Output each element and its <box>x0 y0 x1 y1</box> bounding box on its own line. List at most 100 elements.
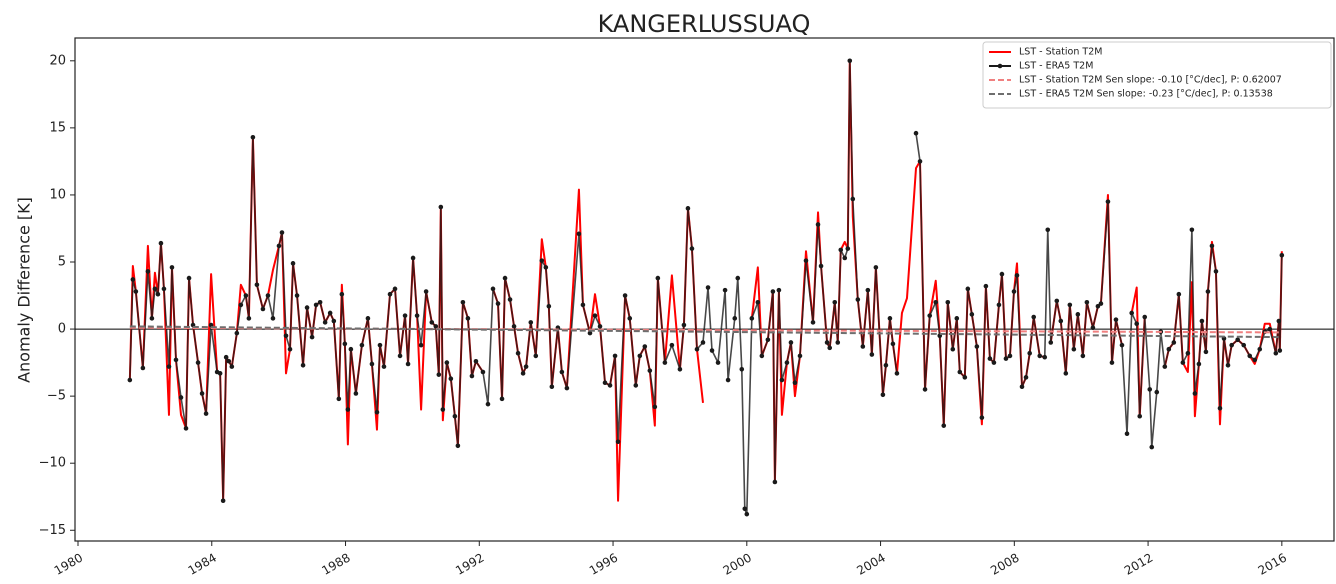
marker <box>941 423 947 428</box>
marker <box>933 299 939 305</box>
marker <box>523 364 529 369</box>
marker <box>647 368 653 373</box>
marker <box>418 342 424 348</box>
marker <box>438 204 444 210</box>
marker <box>369 361 375 367</box>
marker <box>440 407 446 412</box>
marker <box>709 348 715 353</box>
marker <box>1235 337 1240 343</box>
marker <box>587 330 593 336</box>
marker <box>1142 314 1148 320</box>
marker <box>317 299 323 305</box>
legend-label: LST - ERA5 T2M Sen slope: -0.23 [°C/dec]… <box>1019 89 1273 100</box>
marker <box>528 320 534 325</box>
marker <box>331 318 337 324</box>
marker <box>327 310 333 316</box>
marker <box>979 415 985 420</box>
marker <box>865 287 871 293</box>
marker <box>1217 405 1223 411</box>
marker <box>1063 371 1069 376</box>
marker <box>927 313 933 318</box>
marker <box>887 316 893 321</box>
x-tick-label: 2012 <box>1122 551 1155 578</box>
marker <box>1189 227 1195 233</box>
legend-label: LST - Station T2M <box>1019 47 1102 58</box>
marker <box>835 340 841 345</box>
marker <box>1011 289 1017 294</box>
y-tick-label: 10 <box>49 187 66 202</box>
marker <box>922 387 928 392</box>
marker <box>810 320 816 325</box>
marker <box>1134 321 1140 327</box>
marker <box>1007 353 1013 359</box>
marker <box>1023 375 1029 380</box>
marker <box>677 367 683 372</box>
marker <box>788 340 794 345</box>
marker <box>850 196 856 202</box>
marker <box>974 344 980 349</box>
marker <box>166 364 172 369</box>
legend-label: LST - ERA5 T2M <box>1019 61 1093 72</box>
marker <box>735 275 741 281</box>
marker <box>1267 326 1273 332</box>
marker <box>365 316 371 321</box>
marker <box>1027 350 1032 356</box>
trend-line <box>129 325 1282 339</box>
marker <box>580 302 586 308</box>
marker <box>744 511 750 517</box>
marker <box>1205 289 1211 294</box>
marker <box>234 330 240 336</box>
marker <box>715 360 721 365</box>
marker <box>742 506 748 512</box>
marker <box>962 375 968 380</box>
marker <box>265 293 271 298</box>
marker <box>149 316 155 321</box>
marker <box>749 316 755 321</box>
marker <box>423 289 429 294</box>
marker <box>883 362 889 368</box>
marker <box>515 350 521 356</box>
x-tick-label: 2008 <box>988 551 1021 578</box>
marker <box>732 316 738 321</box>
marker <box>827 345 833 351</box>
marker <box>869 352 875 357</box>
marker <box>152 286 158 292</box>
y-tick-label: 15 <box>49 120 66 135</box>
plot-frame <box>74 37 1335 542</box>
marker <box>410 255 416 261</box>
marker <box>1071 346 1077 352</box>
marker <box>353 391 359 396</box>
marker <box>1279 252 1285 258</box>
marker <box>681 322 687 328</box>
marker <box>797 353 803 359</box>
marker <box>1203 349 1209 355</box>
marker <box>392 286 398 292</box>
marker <box>1257 346 1263 352</box>
marker <box>270 316 276 321</box>
x-tick-label: 1992 <box>453 551 486 578</box>
marker <box>950 346 956 352</box>
marker <box>1090 325 1096 331</box>
marker <box>1105 199 1111 204</box>
marker <box>669 342 675 348</box>
marker <box>832 299 838 305</box>
y-tick-label: 5 <box>58 255 66 270</box>
marker <box>480 369 486 375</box>
marker <box>313 302 319 308</box>
marker <box>322 320 328 325</box>
legend-marker <box>997 63 1003 69</box>
x-tick-label: 1984 <box>186 551 219 578</box>
marker <box>1247 353 1253 359</box>
marker <box>387 291 393 297</box>
marker <box>784 360 790 365</box>
marker <box>452 413 458 419</box>
marker <box>818 263 824 269</box>
marker <box>465 316 471 321</box>
marker <box>199 391 205 396</box>
marker <box>652 404 658 410</box>
marker <box>1003 356 1009 361</box>
marker <box>996 302 1002 308</box>
marker <box>597 324 603 329</box>
marker <box>655 275 661 281</box>
marker <box>759 353 765 359</box>
